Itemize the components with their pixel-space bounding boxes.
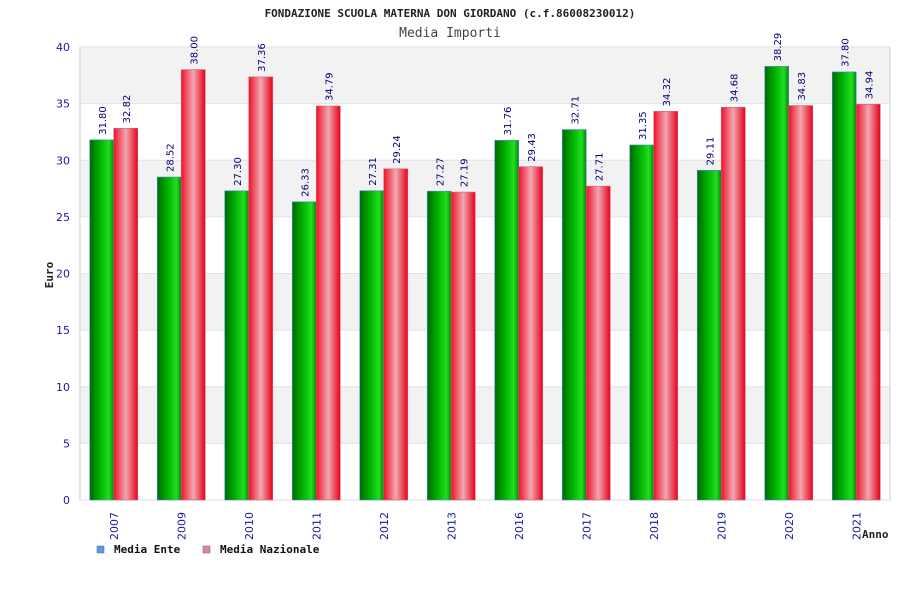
value-label: 37.80	[840, 38, 851, 67]
grid-band	[80, 216, 890, 274]
y-tick-label: 10	[56, 381, 70, 394]
value-label: 38.29	[773, 33, 784, 62]
grid-lines	[79, 46, 891, 501]
x-tick-label: 2010	[243, 512, 256, 540]
y-tick-label: 0	[63, 494, 70, 507]
grid-band	[80, 47, 890, 104]
x-tick-label: 2018	[648, 512, 661, 540]
value-label: 31.76	[503, 107, 514, 136]
value-label: 38.00	[189, 36, 200, 65]
bar-media-nazionale	[518, 166, 544, 501]
value-label: 28.52	[165, 143, 176, 172]
bar-media-nazionale	[113, 128, 139, 501]
chart-title: FONDAZIONE SCUOLA MATERNA DON GIORDANO (…	[265, 7, 636, 20]
bar-media-ente	[89, 139, 115, 501]
value-label: 26.33	[300, 168, 311, 197]
y-tick-label: 30	[56, 154, 70, 167]
bar-media-nazionale	[450, 191, 476, 501]
bar-media-nazionale	[585, 185, 611, 501]
bar-media-nazionale	[720, 106, 746, 501]
value-label: 29.11	[705, 137, 716, 166]
chart-subtitle: Media Importi	[399, 26, 501, 41]
y-tick-label: 15	[56, 324, 70, 337]
bar-media-ente	[426, 190, 452, 501]
x-tick-label: 2017	[580, 512, 593, 540]
x-axis-label: Anno	[862, 528, 889, 541]
y-axis-ticks: 0 5 10 15 20 25 30 35 40	[56, 41, 70, 507]
grid-band	[80, 273, 890, 331]
value-label: 34.79	[324, 72, 335, 101]
value-label: 34.32	[662, 78, 673, 107]
bar-media-ente	[291, 201, 317, 501]
bar-media-ente	[156, 176, 182, 501]
value-label: 27.71	[594, 153, 605, 182]
x-tick-label: 2019	[715, 512, 728, 540]
x-tick-label: 2007	[108, 512, 121, 540]
y-tick-label: 40	[56, 41, 70, 54]
bar-media-nazionale	[248, 76, 274, 501]
grid-band	[80, 103, 890, 161]
grid-bands	[80, 47, 890, 500]
value-label: 34.94	[864, 71, 875, 100]
value-label: 32.82	[122, 95, 133, 124]
bar-media-ente	[764, 66, 790, 501]
bar-media-ente	[224, 190, 250, 501]
y-tick-label: 20	[56, 268, 70, 281]
bar-media-ente	[831, 71, 857, 501]
legend-swatch-media-ente	[96, 545, 105, 554]
x-tick-label: 2020	[783, 512, 796, 540]
bar-media-nazionale	[788, 105, 814, 501]
value-labels: 31.80 32.82 28.52 38.00 27.30 37.36 26.33 34.79…	[98, 33, 876, 197]
y-tick-label: 25	[56, 211, 70, 224]
value-label: 37.36	[257, 43, 268, 72]
value-label: 27.31	[368, 157, 379, 186]
bar-media-ente	[629, 144, 655, 501]
y-tick-label: 35	[56, 98, 70, 111]
legend-label-media-nazionale: Media Nazionale	[220, 543, 320, 556]
x-tick-label: 2009	[175, 512, 188, 540]
value-label: 34.68	[729, 74, 740, 103]
bar-media-nazionale	[315, 105, 341, 501]
value-label: 31.80	[98, 106, 109, 135]
x-axis-ticks: 2007 2009 2010 2011 2012 2013 2016 2017 2018 2019…	[108, 512, 864, 540]
y-tick-label: 5	[63, 437, 70, 450]
x-tick-label: 2016	[513, 512, 526, 540]
bar-media-nazionale	[653, 111, 679, 501]
value-label: 31.35	[638, 111, 649, 140]
bar-media-nazionale	[383, 168, 409, 501]
bar-media-ente	[359, 190, 385, 501]
grid-band	[80, 386, 890, 444]
value-label: 32.71	[570, 96, 581, 125]
value-label: 27.19	[459, 158, 470, 187]
x-tick-label: 2013	[445, 512, 458, 540]
bar-media-nazionale	[180, 69, 206, 501]
grid-band	[80, 160, 890, 217]
bar-media-ente	[494, 140, 520, 501]
bar-media-ente	[561, 129, 587, 501]
value-label: 27.30	[233, 157, 244, 186]
value-label: 29.24	[392, 135, 403, 164]
bar-media-ente	[696, 170, 722, 501]
x-tick-label: 2011	[310, 512, 323, 540]
value-label: 27.27	[435, 158, 446, 187]
value-label: 29.43	[527, 133, 538, 162]
grid-band	[80, 330, 890, 387]
legend-swatch-media-nazionale	[202, 545, 211, 554]
legend: Media Ente Media Nazionale	[96, 543, 320, 556]
legend-label-media-ente: Media Ente	[114, 543, 181, 556]
grid-band	[80, 443, 890, 500]
bar-media-nazionale	[855, 104, 881, 501]
bars	[89, 66, 881, 501]
x-tick-label: 2012	[378, 512, 391, 540]
y-axis-label: Euro	[43, 261, 56, 288]
x-tick-label: 2021	[850, 512, 863, 540]
value-label: 34.83	[797, 72, 808, 101]
